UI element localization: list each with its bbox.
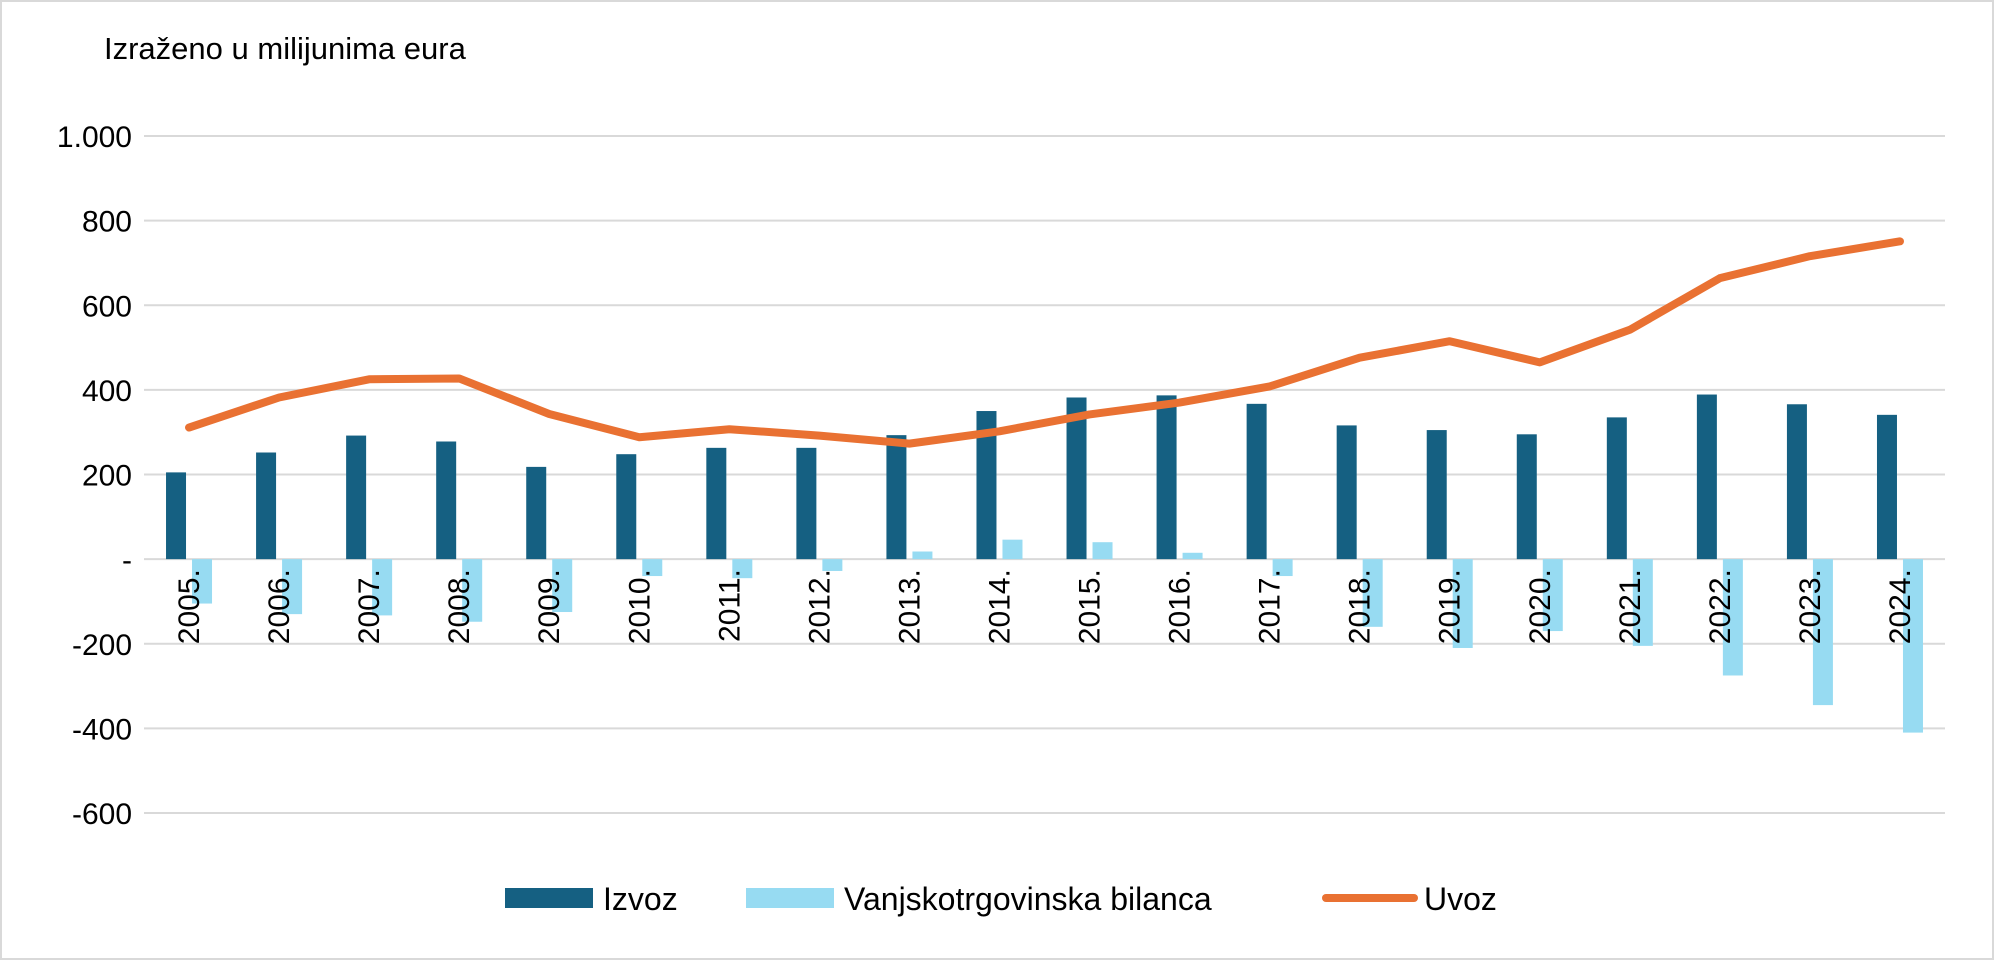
x-tick-label-2018: 2018.	[1344, 569, 1377, 644]
x-tick-label-2006: 2006.	[263, 569, 296, 644]
x-tick-label-2020: 2020.	[1524, 569, 1557, 644]
line-series	[185, 237, 1904, 448]
x-tick-label-2013: 2013.	[893, 569, 926, 644]
bar-izvoz-2022	[1696, 394, 1717, 560]
x-tick-label-2005: 2005.	[173, 569, 206, 644]
x-tick-label-2012: 2012.	[803, 569, 836, 644]
y-tick-label: 200	[82, 460, 132, 493]
x-tick-label-2009: 2009.	[533, 569, 566, 644]
unit-label: Izraženo u milijunima eura	[104, 31, 467, 66]
bar-bilanca-2016	[1182, 552, 1203, 560]
bar-bilanca-2019	[1452, 559, 1473, 648]
bar-izvoz-2015	[1066, 397, 1087, 560]
x-tick-label-2014: 2014.	[983, 569, 1016, 644]
y-tick-label: -200	[72, 629, 132, 662]
x-tick-label-2021: 2021.	[1614, 569, 1647, 644]
x-tick-label-2022: 2022.	[1704, 569, 1737, 644]
x-tick-label-2023: 2023.	[1794, 569, 1827, 644]
x-tick-label-2016: 2016.	[1164, 569, 1197, 644]
bar-izvoz-2012	[796, 447, 817, 560]
x-tick-label-2017: 2017.	[1254, 569, 1287, 644]
bar-izvoz-2011	[706, 447, 727, 560]
bar-bilanca-2022	[1722, 559, 1743, 676]
bar-bilanca-2021	[1632, 559, 1653, 646]
bar-bilanca-2024	[1902, 559, 1923, 733]
legend: Izvoz Vanjskotrgovinska bilanca Uvoz	[505, 881, 1497, 917]
legend-label-bilanca: Vanjskotrgovinska bilanca	[844, 881, 1212, 917]
legend-label-izvoz: Izvoz	[603, 881, 678, 917]
bar-bilanca-2005	[192, 559, 213, 604]
y-tick-label: -	[122, 544, 132, 577]
bar-bilanca-2015	[1092, 542, 1113, 560]
x-axis-ticks: 2005. 2006. 2007. 2008. 2009. 2010. 2011. 2012.…	[173, 569, 1917, 644]
bar-bilanca-2012	[822, 559, 843, 571]
bar-bilanca-2011	[732, 559, 753, 579]
bar-bilanca-2014	[1002, 539, 1023, 560]
bar-izvoz-2018	[1336, 425, 1357, 560]
legend-swatch-bilanca	[746, 888, 834, 908]
x-tick-label-2008: 2008.	[443, 569, 476, 644]
legend-swatch-izvoz	[505, 888, 593, 908]
bar-izvoz-2006	[256, 452, 277, 560]
bar-bilanca-2020	[1542, 559, 1563, 632]
bar-bilanca-2010	[642, 559, 663, 577]
y-tick-label: 600	[82, 290, 132, 323]
bar-izvoz-2016	[1156, 395, 1177, 560]
x-tick-label-2024: 2024.	[1884, 569, 1917, 644]
line-uvoz	[185, 237, 1904, 448]
bar-bilanca-2018	[1362, 559, 1383, 627]
bar-izvoz-2020	[1516, 434, 1537, 560]
bar-bilanca-2009	[552, 559, 573, 613]
bar-izvoz-2019	[1426, 430, 1447, 560]
bar-izvoz-2017	[1246, 403, 1267, 560]
bar-izvoz-2008	[436, 441, 457, 560]
y-tick-label: 400	[82, 375, 132, 408]
x-tick-label-2010: 2010.	[623, 569, 656, 644]
x-tick-label-2007: 2007.	[353, 569, 386, 644]
bar-bilanca-2008	[462, 559, 483, 622]
x-tick-label-2015: 2015.	[1074, 569, 1107, 644]
bar-bilanca-2007	[372, 559, 393, 616]
x-tick-label-2019: 2019.	[1434, 569, 1467, 644]
bar-izvoz-2024	[1876, 414, 1897, 560]
bars	[166, 394, 1923, 733]
bar-izvoz-2005	[166, 472, 187, 560]
y-tick-label: 1.000	[57, 121, 132, 154]
bar-bilanca-2013	[912, 551, 933, 560]
y-tick-label: 800	[82, 206, 132, 239]
bar-izvoz-2013	[886, 435, 907, 560]
bar-izvoz-2014	[976, 411, 997, 560]
bar-izvoz-2010	[616, 454, 637, 560]
bar-izvoz-2007	[346, 435, 367, 560]
y-tick-label: -600	[72, 798, 132, 831]
x-tick-label-2011: 2011.	[713, 569, 746, 642]
bar-bilanca-2023	[1812, 559, 1833, 706]
gridlines	[144, 135, 1945, 814]
bar-bilanca-2017	[1272, 559, 1293, 577]
bar-izvoz-2023	[1786, 404, 1807, 560]
bar-bilanca-2006	[282, 559, 303, 615]
y-tick-label: -400	[72, 713, 132, 746]
bar-izvoz-2009	[526, 466, 547, 560]
y-axis-ticks: 1.000 800 600 400 200 - -200 -400 -600	[57, 121, 132, 831]
bar-izvoz-2021	[1606, 417, 1627, 560]
legend-label-uvoz: Uvoz	[1424, 881, 1497, 917]
